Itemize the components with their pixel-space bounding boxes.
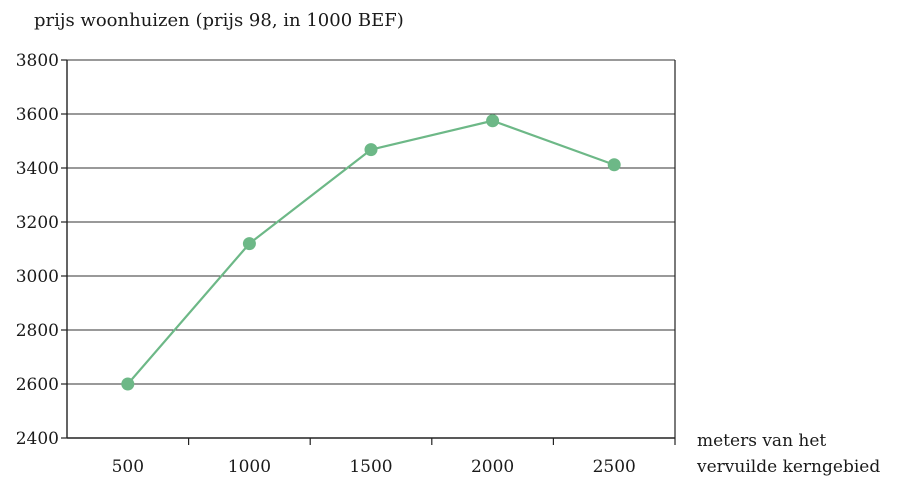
- y-tick-label-3000: 3000: [16, 267, 59, 287]
- y-tick-label-2800: 2800: [16, 321, 59, 341]
- data-series: [121, 114, 621, 391]
- x-tick-label-500: 500: [112, 457, 144, 477]
- chart-title: prijs woonhuizen (prijs 98, in 1000 BEF): [34, 10, 404, 31]
- data-point-1500: [364, 143, 378, 157]
- x-tick-label-2000: 2000: [471, 457, 514, 477]
- y-tick-label-3200: 3200: [16, 213, 59, 233]
- x-tick-label-1000: 1000: [228, 457, 271, 477]
- data-point-2000: [486, 114, 500, 128]
- series-line-0: [126, 119, 615, 385]
- x-axis-label-line-1: meters van het: [697, 431, 826, 451]
- data-point-2500: [607, 158, 621, 172]
- y-tick-label-2400: 2400: [16, 429, 59, 449]
- x-axis-ticks: 500 1000 1500 2000 2500: [112, 438, 676, 477]
- axes: [66, 60, 676, 439]
- y-tick-label-2600: 2600: [16, 375, 59, 395]
- y-tick-label-3600: 3600: [16, 105, 59, 125]
- y-tick-label-3400: 3400: [16, 159, 59, 179]
- data-point-500: [121, 377, 135, 391]
- y-axis-ticks: 3800 3600 3400 3200 3000 2800 2600 2400: [16, 51, 67, 449]
- x-axis-label-line-2: vervuilde kerngebied: [696, 457, 880, 477]
- grid-lines: [67, 59, 675, 439]
- data-point-1000: [242, 237, 256, 251]
- y-tick-label-3800: 3800: [16, 51, 59, 71]
- x-tick-label-1500: 1500: [349, 457, 392, 477]
- x-tick-label-2500: 2500: [593, 457, 636, 477]
